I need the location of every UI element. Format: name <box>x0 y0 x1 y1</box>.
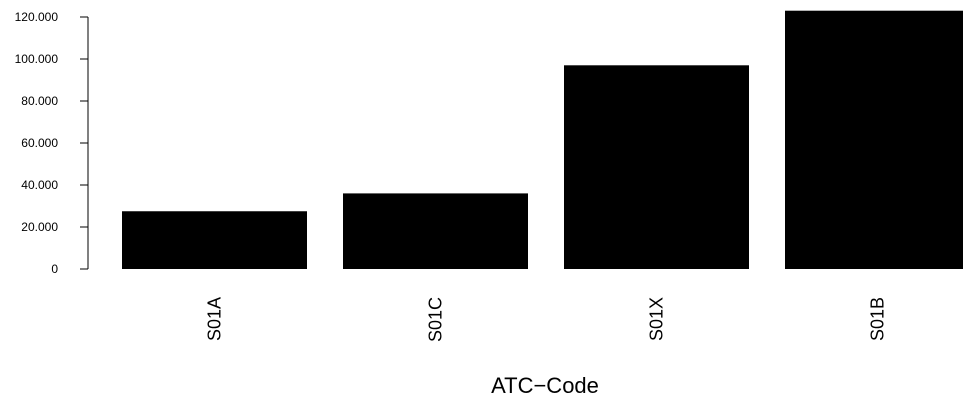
y-tick-label: 0 <box>51 262 58 276</box>
y-tick-label: 20.000 <box>21 220 58 234</box>
bar-s01x <box>564 65 749 269</box>
y-tick-label: 120.000 <box>15 10 59 24</box>
bars <box>122 10 963 269</box>
bar-s01c <box>343 193 528 269</box>
x-axis-labels: S01A S01C S01X S01B <box>205 297 888 342</box>
y-tick-label: 100.000 <box>15 52 59 66</box>
x-tick-label: S01B <box>868 297 888 341</box>
bar-s01b <box>785 10 963 269</box>
x-tick-label: S01C <box>426 297 446 342</box>
x-tick-label: S01A <box>205 297 225 341</box>
y-tick-label: 80.000 <box>21 94 58 108</box>
x-axis-title: ATC−Code <box>491 373 599 398</box>
y-tick-label: 40.000 <box>21 178 58 192</box>
x-tick-label: S01X <box>647 297 667 341</box>
y-tick-label: 60.000 <box>21 136 58 150</box>
y-axis: 0 20.000 40.000 60.000 80.000 100.000 120.000 <box>15 10 89 276</box>
bar-s01a <box>122 211 307 269</box>
